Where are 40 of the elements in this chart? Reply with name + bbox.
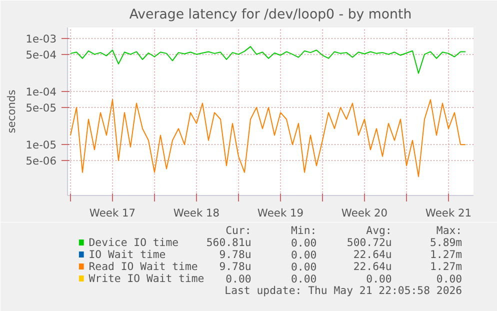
text: 500.72u	[346, 236, 392, 249]
text: Min:	[290, 224, 317, 237]
y-axis-title: seconds	[4, 89, 18, 134]
text: 22.64u	[353, 260, 392, 273]
text: 22.64u	[353, 248, 392, 261]
text: 0.00	[290, 272, 317, 286]
y-tick-label: 1e-03	[26, 32, 57, 46]
legend-label: Read IO Wait time	[88, 260, 198, 273]
y-tick-label: 5e-04	[26, 48, 57, 62]
y-tick-label: 1e-04	[26, 85, 57, 98]
text: 1.27m	[430, 248, 462, 261]
x-tick-label: Week 20	[341, 206, 388, 220]
line-series	[70, 46, 466, 74]
y-tick-label: 5e-05	[26, 101, 57, 114]
text: 9.78u	[219, 260, 252, 273]
x-tick-label: Week 19	[257, 206, 304, 220]
chart-title: Average latency for /dev/loop0 - by month	[129, 8, 412, 22]
line-series	[70, 99, 466, 178]
text: 0.00	[290, 260, 317, 274]
text: 1.27m	[430, 260, 462, 273]
text: 0.00	[290, 236, 317, 250]
x-tick-label: Week 18	[173, 206, 220, 220]
legend-label: IO Wait time	[88, 248, 166, 261]
x-tick-label: Week 21	[425, 206, 472, 220]
text: 0.00	[226, 272, 252, 286]
legend-label: Device IO time	[88, 236, 179, 249]
text: 5.89m	[430, 236, 462, 249]
text: Avg:	[366, 224, 392, 237]
text: Last update: Thu May 21 22:05:58 2026	[224, 284, 462, 297]
legend-label: Write IO Wait time	[88, 272, 204, 285]
text: 0.00	[290, 248, 317, 262]
text: 0.00	[366, 272, 392, 286]
text: 560.81u	[206, 236, 252, 249]
text: 0.00	[436, 272, 462, 286]
y-tick-label: 5e-06	[26, 154, 57, 168]
text: 9.78u	[219, 248, 252, 261]
x-tick-label: Week 17	[89, 206, 136, 220]
text: Max:	[436, 224, 462, 237]
y-tick-label: 1e-05	[26, 138, 57, 152]
text: Cur:	[226, 224, 252, 237]
